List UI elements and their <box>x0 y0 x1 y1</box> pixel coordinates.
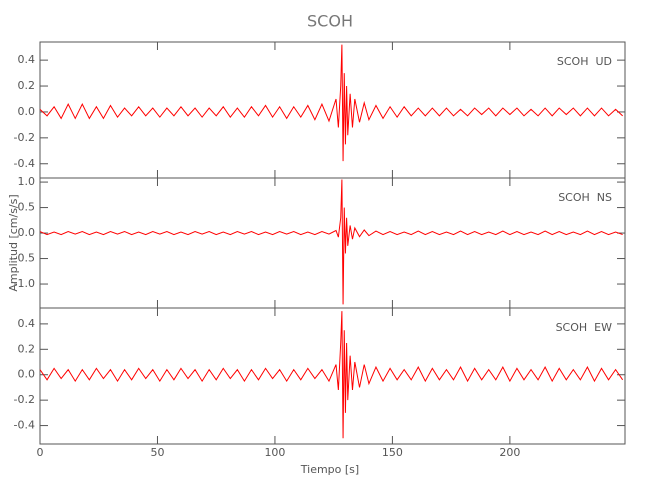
chart-title: SCOH <box>307 12 353 31</box>
y-tick-label: 1.0 <box>18 175 36 188</box>
y-tick-label: 0.2 <box>18 79 36 92</box>
x-tick-label: 0 <box>37 446 44 459</box>
y-axis-label: Amplitud [cm/s/s] <box>7 194 20 291</box>
x-axis-label: Tiempo [s] <box>300 463 359 476</box>
y-tick-label: -0.4 <box>14 419 35 432</box>
y-tick-label: -0.2 <box>14 393 35 406</box>
y-tick-label: -0.5 <box>14 252 35 265</box>
x-tick-label: 100 <box>264 446 285 459</box>
panel-frame <box>39 177 626 309</box>
y-tick-label: 0.4 <box>18 317 36 330</box>
panel-frame <box>39 307 626 445</box>
x-tick-label: 50 <box>150 446 164 459</box>
signal-line <box>39 44 623 162</box>
y-tick-label: 0.5 <box>18 201 36 214</box>
x-tick-label: 150 <box>382 446 403 459</box>
panel-label: SCOH UD <box>557 55 612 68</box>
y-tick-label: 0.4 <box>18 53 36 66</box>
y-tick-label: 0.0 <box>18 105 36 118</box>
y-tick-label: -1.0 <box>14 277 35 290</box>
y-tick-label: -0.4 <box>14 157 35 170</box>
panel-label: SCOH EW <box>556 321 613 334</box>
signal-line <box>39 311 624 439</box>
x-tick-label: 200 <box>499 446 520 459</box>
y-tick-label: 0.2 <box>18 342 36 355</box>
y-tick-label: 0.0 <box>18 368 36 381</box>
panel-label: SCOH NS <box>558 191 612 204</box>
y-tick-label: -0.2 <box>14 131 35 144</box>
y-tick-label: 0.0 <box>18 226 36 239</box>
signal-line <box>39 179 623 305</box>
